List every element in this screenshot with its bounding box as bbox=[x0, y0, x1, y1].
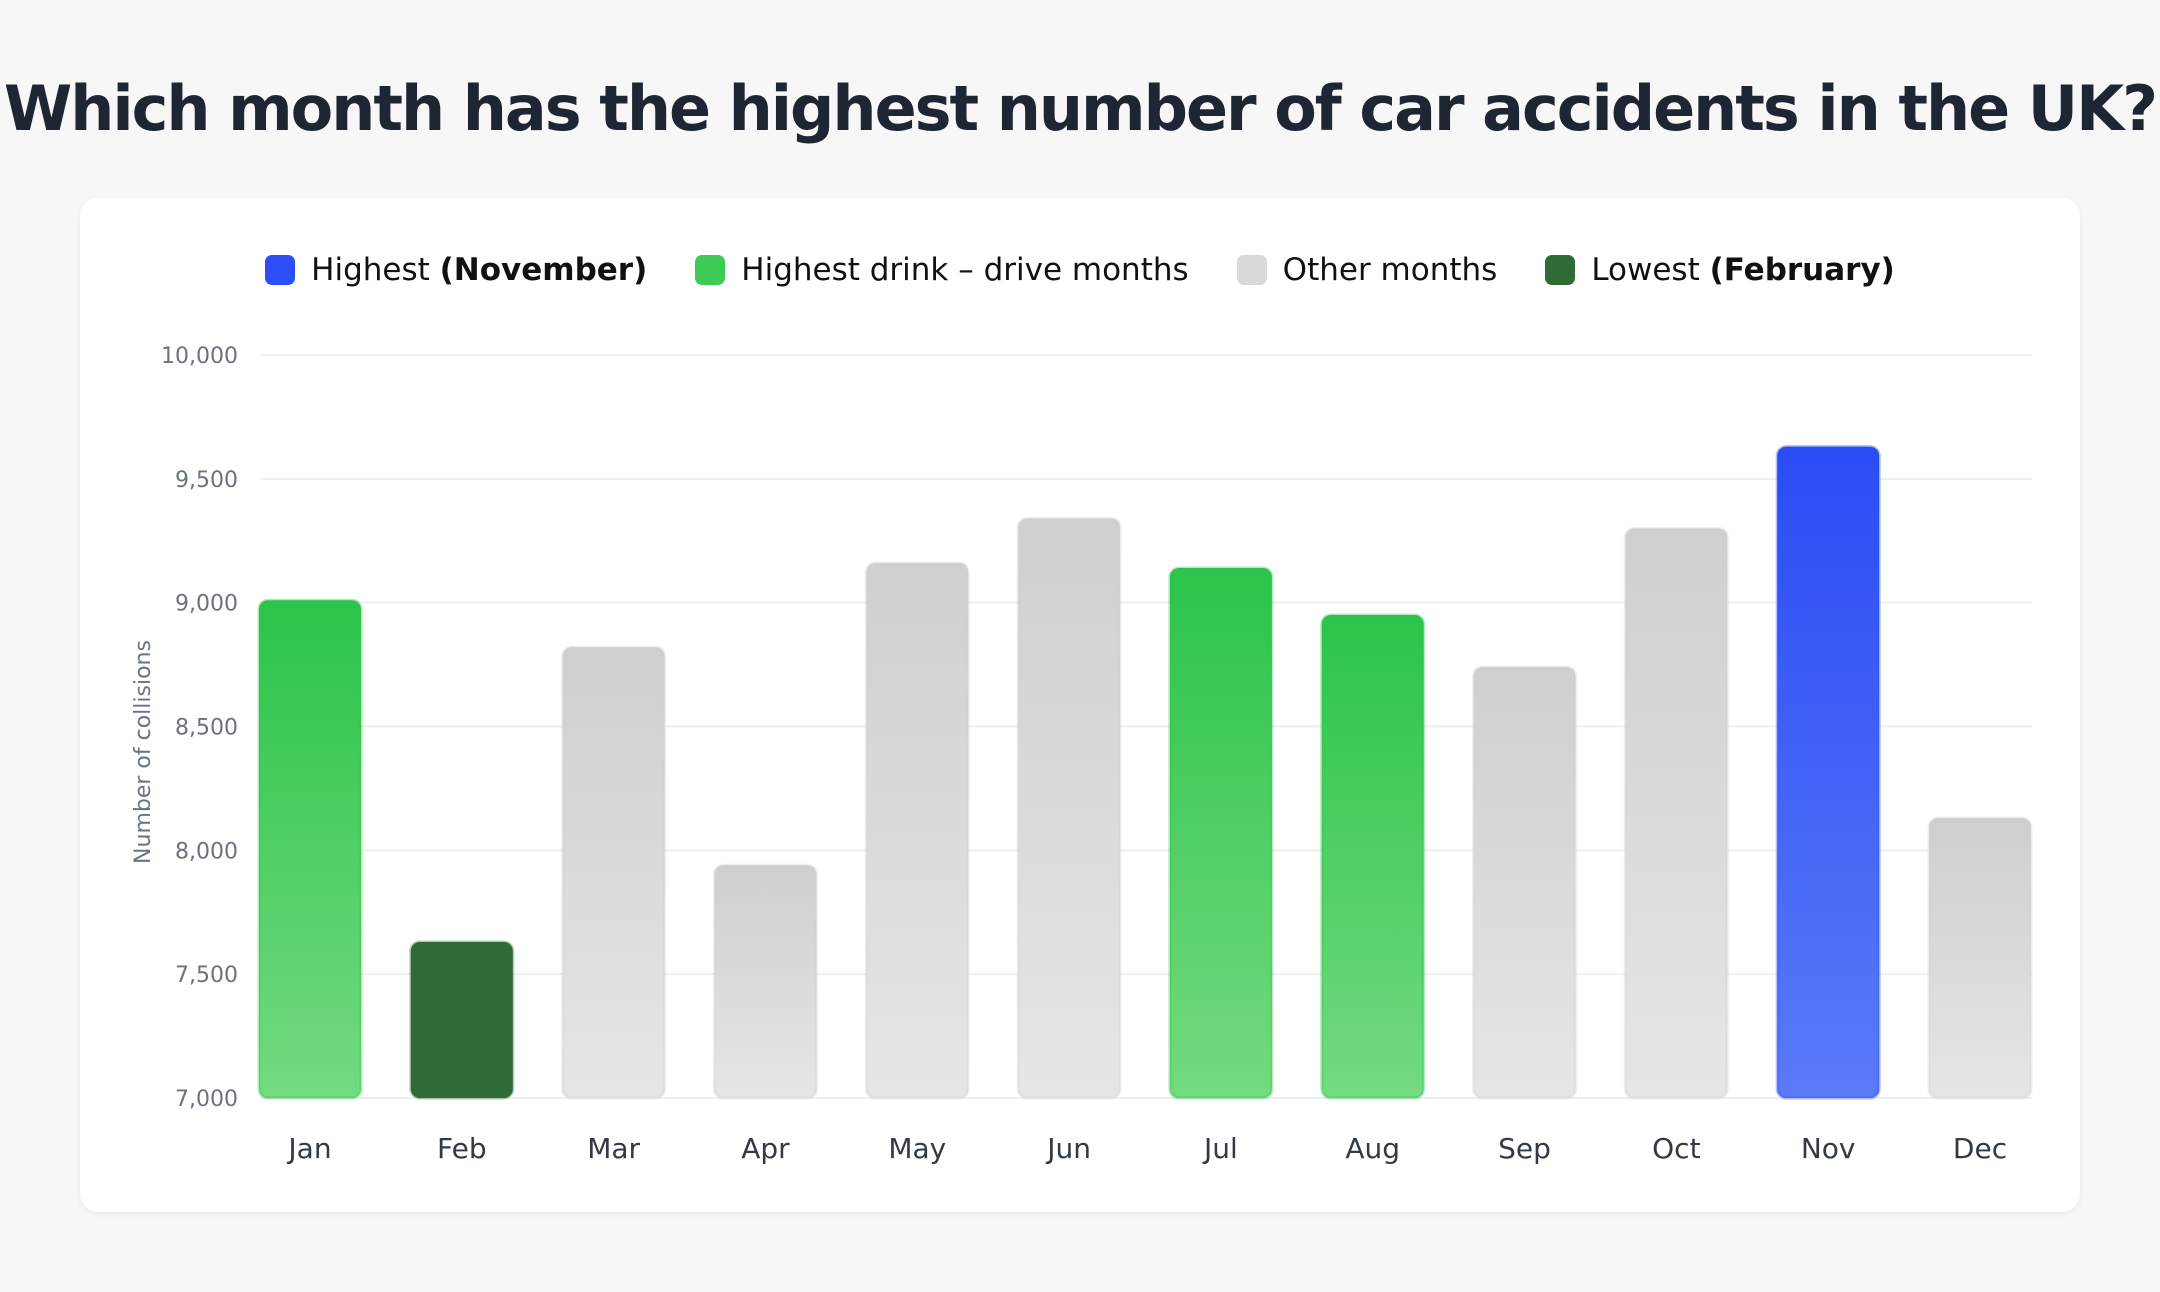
bar-dec bbox=[1927, 816, 2033, 1100]
y-tick-label: 10,000 bbox=[161, 344, 238, 369]
x-tick-label: Jul bbox=[1202, 1132, 1238, 1165]
bar-mar bbox=[561, 645, 667, 1100]
legend-label: Highest drink – drive months bbox=[741, 252, 1189, 288]
y-tick-label: 7,000 bbox=[175, 1087, 238, 1112]
bar-oct bbox=[1623, 526, 1729, 1100]
legend-label: Highest (November) bbox=[311, 252, 648, 288]
x-tick-label: Mar bbox=[587, 1132, 640, 1165]
legend-swatch bbox=[1545, 255, 1576, 285]
y-axis-label: Number of collisions bbox=[131, 640, 156, 864]
bar-may bbox=[864, 561, 970, 1100]
legend-item-drink-drive: Highest drink – drive months bbox=[695, 252, 1189, 288]
x-tick-label: Apr bbox=[741, 1132, 790, 1165]
x-tick-label: Jan bbox=[286, 1132, 331, 1165]
x-tick-label: Dec bbox=[1953, 1132, 2007, 1165]
legend-swatch bbox=[265, 255, 296, 285]
chart-title: Which month has the highest number of ca… bbox=[3, 72, 2158, 145]
legend-swatch bbox=[1236, 255, 1267, 285]
y-tick-label: 9,000 bbox=[175, 592, 238, 617]
y-tick-label: 9,500 bbox=[175, 468, 238, 493]
x-tick-label: Aug bbox=[1345, 1132, 1400, 1165]
bar-jun bbox=[1016, 516, 1122, 1100]
x-tick-label: Jun bbox=[1045, 1132, 1091, 1165]
bar-feb bbox=[409, 940, 515, 1100]
x-tick-label: Nov bbox=[1801, 1132, 1856, 1165]
legend-label: Other months bbox=[1282, 252, 1498, 288]
x-tick-label: May bbox=[888, 1132, 946, 1165]
bar-nov bbox=[1775, 445, 1881, 1100]
x-tick-label: Feb bbox=[437, 1132, 487, 1165]
legend-label: Lowest (February) bbox=[1591, 252, 1895, 288]
legend-item-other: Other months bbox=[1236, 252, 1498, 288]
x-tick-label: Sep bbox=[1498, 1132, 1551, 1165]
legend-item-highest: Highest (November) bbox=[265, 252, 647, 288]
y-tick-label: 7,500 bbox=[175, 963, 238, 988]
y-tick-label: 8,000 bbox=[175, 839, 238, 864]
legend: Highest (November) Highest drink – drive… bbox=[0, 252, 2160, 288]
legend-item-lowest: Lowest (February) bbox=[1545, 252, 1895, 288]
bar-jan bbox=[257, 598, 363, 1100]
x-tick-label: Oct bbox=[1652, 1132, 1700, 1165]
bar-aug bbox=[1320, 613, 1426, 1100]
bar-apr bbox=[712, 863, 818, 1100]
legend-swatch bbox=[695, 255, 726, 285]
bar-jul bbox=[1168, 566, 1274, 1100]
y-tick-label: 8,500 bbox=[175, 716, 238, 741]
bar-sep bbox=[1472, 665, 1578, 1100]
